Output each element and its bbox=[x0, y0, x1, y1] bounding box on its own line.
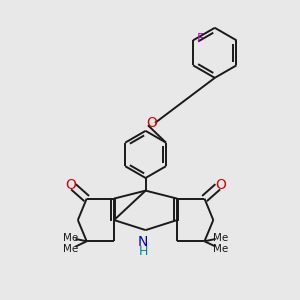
Text: N: N bbox=[138, 236, 148, 249]
Text: O: O bbox=[215, 178, 226, 192]
Text: H: H bbox=[139, 245, 148, 258]
Text: Me: Me bbox=[63, 244, 78, 254]
Text: O: O bbox=[146, 116, 157, 130]
Text: Me: Me bbox=[63, 233, 78, 243]
Text: F: F bbox=[196, 32, 204, 45]
Text: Me: Me bbox=[213, 233, 228, 243]
Text: O: O bbox=[65, 178, 76, 192]
Text: Me: Me bbox=[213, 244, 228, 254]
